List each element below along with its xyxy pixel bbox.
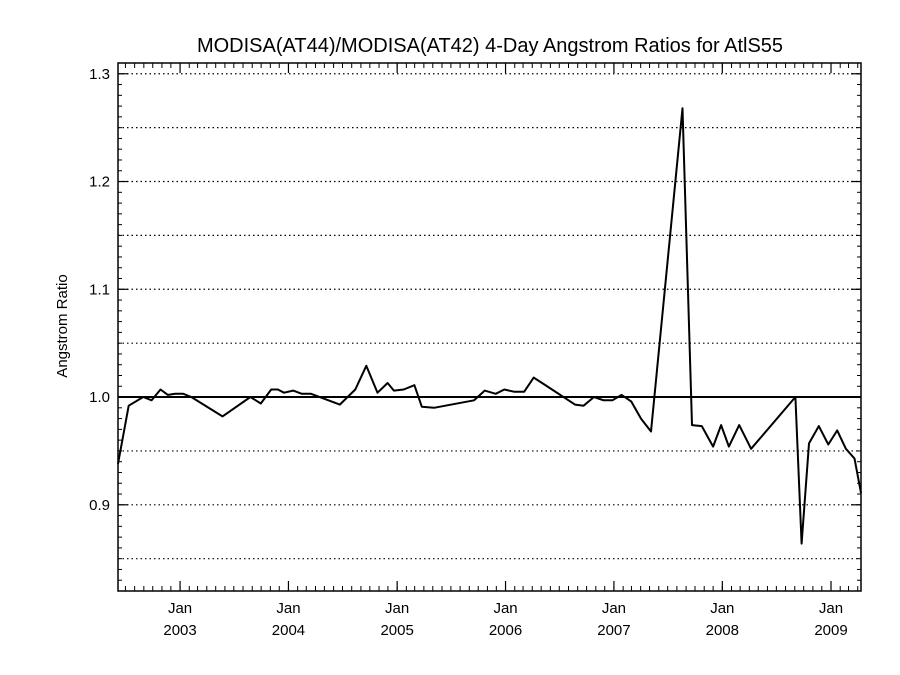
- chart-title: MODISA(AT44)/MODISA(AT42) 4-Day Angstrom…: [197, 35, 783, 57]
- x-tick-year-label: 2008: [706, 622, 739, 639]
- plot-border: [117, 62, 862, 592]
- y-tick-label: 1.3: [89, 66, 110, 83]
- x-axis-ticks: Jan 2003 Jan 2004 Jan 2005 Jan 2006 Jan 2007 Jan 20…: [124, 63, 859, 639]
- x-tick-month-label: Jan: [276, 600, 300, 617]
- x-tick-year-label: 2004: [272, 622, 305, 639]
- y-axis-label: Angstrom Ratio: [54, 274, 71, 377]
- x-tick-month-label: Jan: [819, 600, 843, 617]
- x-tick-month-label: Jan: [168, 600, 192, 617]
- plot-frame: [117, 62, 862, 592]
- y-tick-label: 1.1: [89, 281, 110, 298]
- y-axis-ticks: 0.9 1.0 1.1 1.2 1.3: [89, 62, 861, 592]
- y-tick-label: 0.9: [89, 497, 110, 514]
- x-tick-month-label: Jan: [493, 600, 517, 617]
- y-tick-label: 1.0: [89, 389, 110, 406]
- x-tick-year-label: 2006: [489, 622, 522, 639]
- y-tick-label: 1.2: [89, 174, 110, 191]
- x-tick-year-label: 2009: [814, 622, 847, 639]
- series-line: [117, 107, 862, 545]
- x-tick-year-label: 2005: [380, 622, 413, 639]
- series-group: [117, 107, 862, 545]
- x-tick-month-label: Jan: [710, 600, 734, 617]
- gridlines: [118, 73, 861, 560]
- x-tick-year-label: 2003: [163, 622, 196, 639]
- x-tick-month-label: Jan: [602, 600, 626, 617]
- x-tick-month-label: Jan: [385, 600, 409, 617]
- x-tick-year-label: 2007: [597, 622, 630, 639]
